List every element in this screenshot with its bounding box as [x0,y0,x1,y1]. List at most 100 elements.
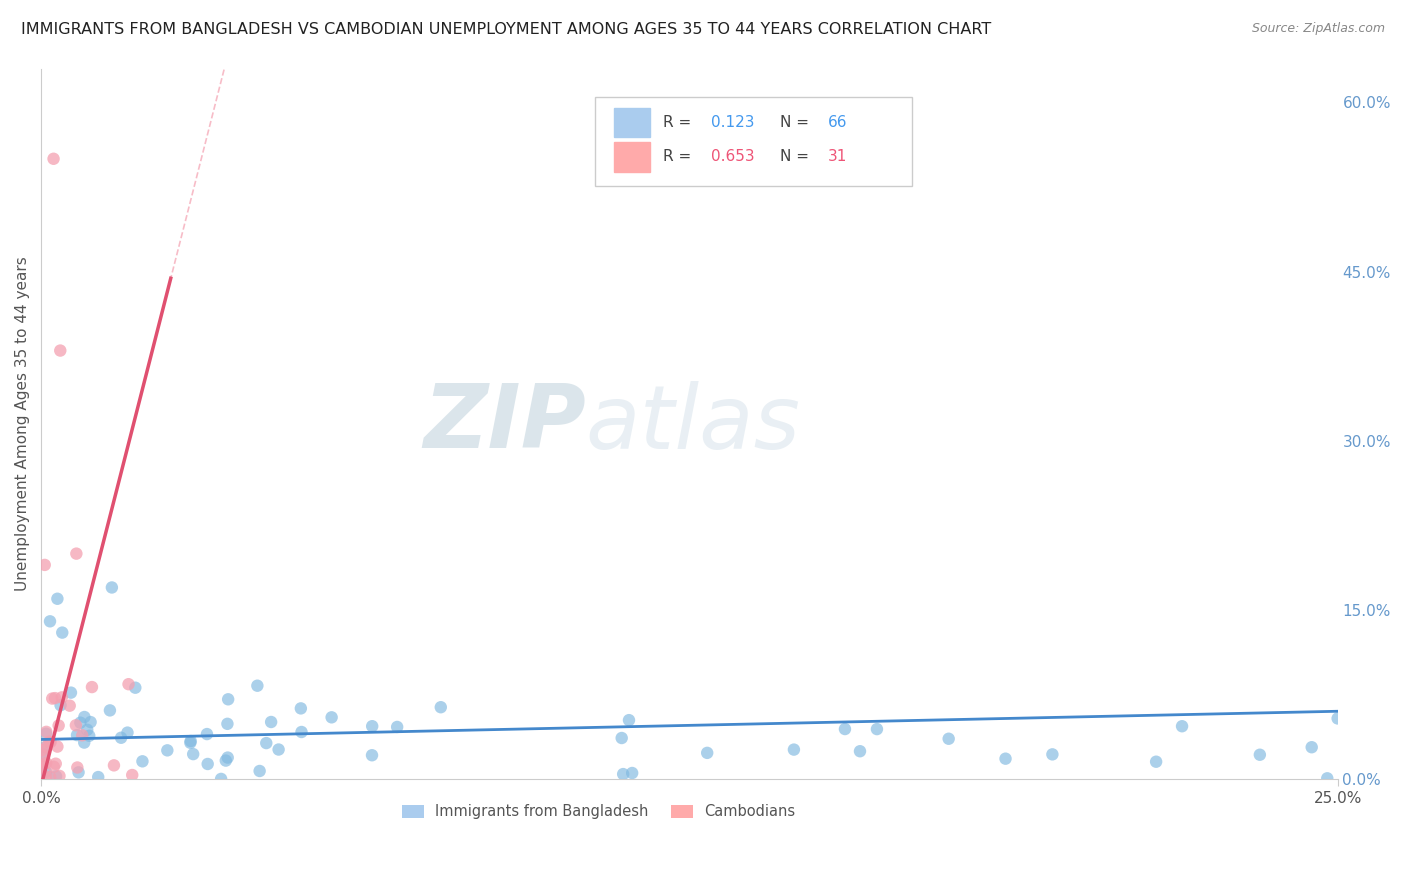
Point [209,772,232,786]
Text: 66: 66 [828,115,848,130]
Point [73,735,96,749]
Point [249,764,271,778]
Point [98,703,121,717]
Point [59,698,82,713]
Point [612,767,634,781]
Point [117,677,139,691]
Point [181,747,204,761]
Text: R =: R = [664,115,696,130]
Point [290,701,312,715]
Point [48,718,70,732]
Point [1249,747,1271,762]
Point [180,734,202,748]
Point [79,715,101,730]
Point [34,558,56,572]
Text: N =: N = [780,149,814,164]
Point [783,742,806,756]
Point [217,750,239,764]
Point [45,769,67,783]
Point [131,754,153,768]
Point [197,756,219,771]
Point [290,725,312,739]
Point [103,758,125,772]
Point [621,766,644,780]
Point [66,760,89,774]
Point [77,729,100,743]
Text: N =: N = [780,115,814,130]
Point [41,691,63,706]
Point [610,731,633,745]
Point [124,681,146,695]
Point [32,748,55,763]
Point [38,734,60,748]
Point [67,765,90,780]
Point [1326,711,1348,725]
Point [1171,719,1194,733]
Text: Source: ZipAtlas.com: Source: ZipAtlas.com [1251,22,1385,36]
Point [35,769,58,783]
Point [361,719,384,733]
Point [44,691,66,706]
Point [217,692,239,706]
Point [179,736,201,750]
Text: R =: R = [664,149,696,164]
Point [35,724,58,739]
Point [46,739,69,754]
Point [39,770,62,784]
Point [260,714,283,729]
Bar [614,108,651,137]
Point [51,625,73,640]
Point [617,713,640,727]
Point [31,743,53,757]
Point [321,710,343,724]
Point [866,722,889,736]
Point [117,725,139,739]
Point [121,768,143,782]
Point [994,752,1017,766]
Point [87,770,110,784]
Text: 31: 31 [828,149,848,164]
Point [246,679,269,693]
Point [80,680,103,694]
Point [217,716,239,731]
Point [834,722,856,736]
Point [76,723,98,737]
Point [31,758,53,772]
Point [69,715,91,730]
Point [70,728,93,742]
Point [1316,772,1339,786]
Point [1042,747,1064,762]
Text: atlas: atlas [586,381,800,467]
Point [267,742,290,756]
Point [696,746,718,760]
Point [849,744,872,758]
Point [35,756,58,770]
Point [31,761,53,775]
Y-axis label: Unemployment Among Ages 35 to 44 years: Unemployment Among Ages 35 to 44 years [15,257,30,591]
Point [51,690,73,705]
Point [35,764,58,779]
Point [49,343,72,358]
Point [385,720,408,734]
Point [73,710,96,724]
Point [31,747,53,762]
Text: 0.653: 0.653 [711,149,755,164]
Point [1144,755,1167,769]
Point [65,547,87,561]
Point [46,591,69,606]
Point [156,743,179,757]
Point [195,727,218,741]
Point [254,736,277,750]
Text: 0.123: 0.123 [711,115,755,130]
Point [1301,740,1323,755]
Point [215,754,238,768]
Point [49,698,72,713]
Point [42,152,65,166]
Point [39,615,62,629]
Point [39,735,62,749]
Point [34,739,56,754]
Point [35,727,58,741]
Point [430,700,453,714]
Legend: Immigrants from Bangladesh, Cambodians: Immigrants from Bangladesh, Cambodians [396,798,801,825]
Point [66,728,89,742]
